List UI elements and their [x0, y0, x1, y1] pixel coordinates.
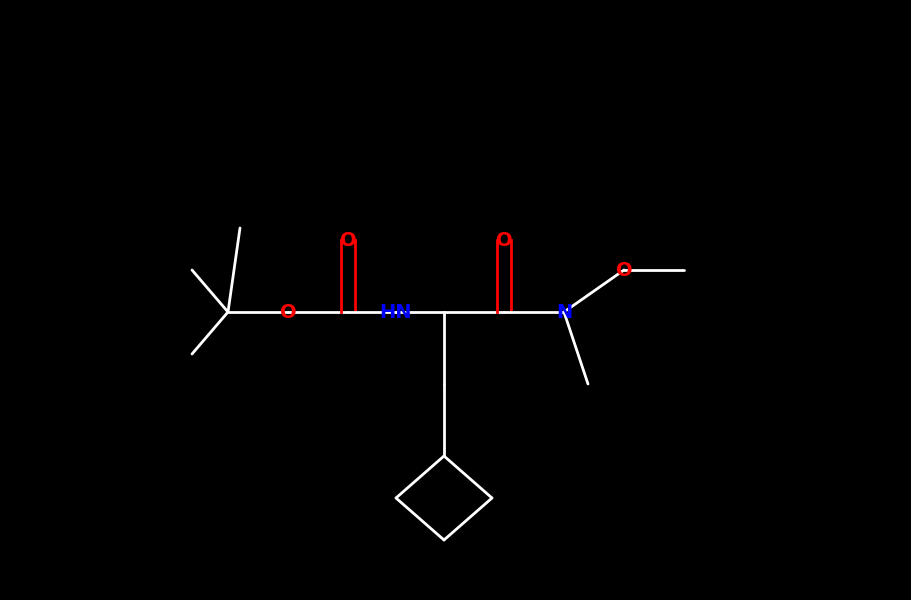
Text: O: O	[615, 260, 631, 280]
Text: O: O	[280, 302, 296, 322]
Text: O: O	[339, 230, 356, 250]
Text: HN: HN	[379, 302, 412, 322]
Text: N: N	[556, 302, 571, 322]
Text: O: O	[496, 230, 512, 250]
